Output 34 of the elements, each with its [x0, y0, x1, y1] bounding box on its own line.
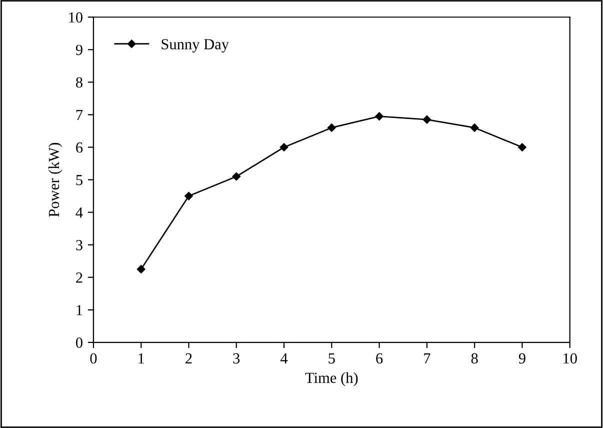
y-tick-label: 8 — [76, 77, 82, 88]
y-tick-label: 1 — [76, 305, 82, 316]
point — [136, 265, 146, 274]
x-tick-label: 10 — [564, 353, 577, 364]
y-tick-label: 3 — [76, 240, 82, 250]
point — [375, 112, 384, 120]
y-tick-label: 5 — [76, 175, 82, 186]
x-tick-label: 9 — [518, 353, 526, 364]
x-tick-label: 8 — [471, 353, 478, 364]
y-tick-label: 7 — [76, 110, 83, 120]
x-tick-label: 1 — [138, 353, 144, 364]
point — [518, 143, 526, 152]
y-tick-label: 6 — [76, 142, 83, 153]
y-tick-label: 9 — [76, 44, 82, 56]
x-tick-label: 5 — [328, 353, 335, 364]
point — [280, 143, 288, 152]
legend-label: Sunny Day — [162, 39, 229, 52]
point — [328, 124, 336, 132]
x-axis-title: Time (h) — [305, 372, 358, 386]
y-tick-label: 4 — [76, 208, 83, 218]
point — [470, 124, 479, 132]
point — [232, 172, 241, 181]
x-tick-label: 3 — [233, 353, 240, 364]
y-tick-label: 10 — [69, 12, 82, 23]
x-tick-label: 6 — [376, 353, 383, 364]
x-tick-label: 0 — [90, 353, 97, 364]
y-tick-label: 0 — [76, 338, 82, 348]
y-tick-label: 2 — [76, 272, 82, 283]
y-axis-title: Power (kW) — [48, 142, 62, 217]
point — [422, 115, 432, 124]
x-tick-label: 7 — [424, 353, 430, 364]
point — [184, 192, 193, 200]
x-tick-label: 2 — [186, 353, 192, 364]
x-tick-label: 4 — [280, 353, 288, 364]
